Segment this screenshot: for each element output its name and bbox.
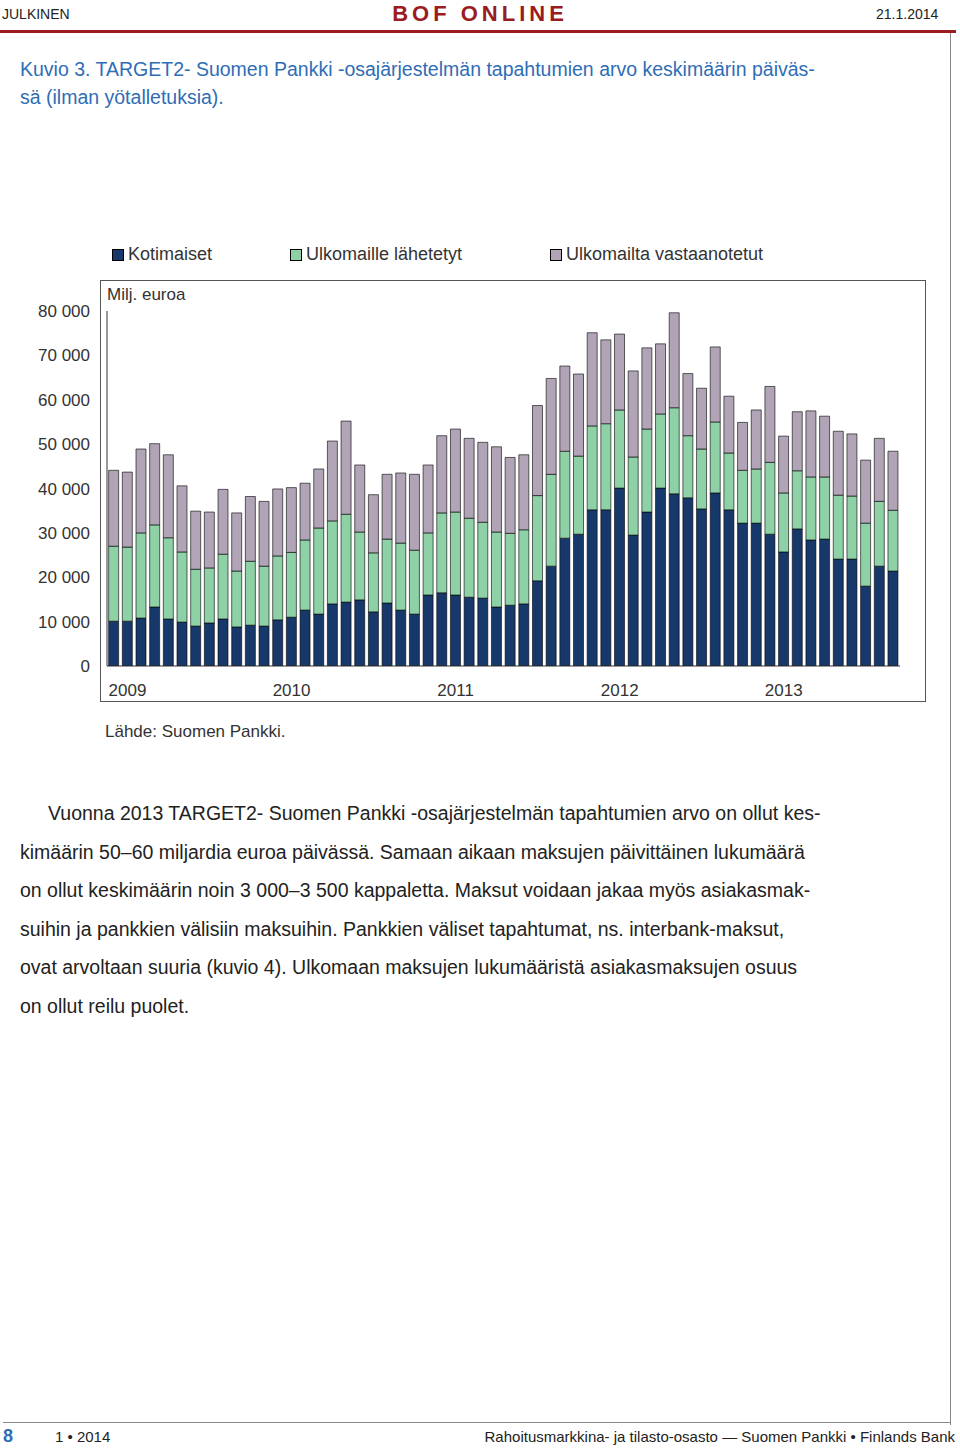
svg-text:2013: 2013 [765,681,803,700]
html-text:suihin ja pankkien välisiin ma: suihin ja pankkien välisiin maksuihin. P… [20,917,785,940]
html-text:sä (ilman yötalletuksia).: sä (ilman yötalletuksia). [20,86,224,108]
html-text:Ulkomaille lähetetyt: Ulkomaille lähetetyt [306,244,463,264]
html-text:8: 8 [3,1426,13,1446]
svg-text:2011: 2011 [437,681,474,700]
html-text:ovat arvoltaan suuria (kuvio 4: ovat arvoltaan suuria (kuvio 4). Ulkomaa… [20,956,798,978]
html-text:kimäärin 50–60 miljardia euroa: kimäärin 50–60 miljardia euroa päivässä.… [20,840,805,863]
html-text:1 • 2014: 1 • 2014 [55,1428,111,1445]
html-text:Ulkomailta vastaanotetut: Ulkomailta vastaanotetut [566,244,764,264]
html-text:on ollut reilu puolet.: on ollut reilu puolet. [20,994,190,1017]
html-text:21.1.2014: 21.1.2014 [876,6,939,22]
html-text:Kuvio 3. TARGET2- Suomen Pankk: Kuvio 3. TARGET2- Suomen Pankki -osajärj… [20,58,815,80]
svg-text:20 000: 20 000 [38,568,90,587]
svg-text:0: 0 [81,657,90,676]
svg-text:60 000: 60 000 [38,391,90,410]
html-text:JULKINEN: JULKINEN [2,6,70,22]
svg-text:2010: 2010 [273,681,311,700]
svg-text:40 000: 40 000 [38,480,90,499]
svg-text:50 000: 50 000 [38,435,90,454]
html-text:Vuonna 2013 TARGET2- Suomen Pa: Vuonna 2013 TARGET2- Suomen Pankki -osaj… [48,802,821,824]
svg-text:10 000: 10 000 [38,613,90,632]
svg-text:2012: 2012 [601,681,639,700]
html-text:Lähde: Suomen Pankki.: Lähde: Suomen Pankki. [105,722,286,741]
svg-text:80 000: 80 000 [38,302,90,321]
svg-text:2009: 2009 [109,681,147,700]
svg-text:30 000: 30 000 [38,524,90,543]
html-text:BOF ONLINE: BOF ONLINE [392,1,568,26]
html-text:Milj. euroa: Milj. euroa [107,285,186,304]
html-text:Kotimaiset: Kotimaiset [128,244,212,264]
html-text:Rahoitusmarkkina- ja tilasto-o: Rahoitusmarkkina- ja tilasto-osasto — Su… [484,1428,955,1445]
svg-text:70 000: 70 000 [38,346,90,365]
html-text:on ollut keskimäärin noin 3 00: on ollut keskimäärin noin 3 000–3 500 ka… [20,879,811,901]
